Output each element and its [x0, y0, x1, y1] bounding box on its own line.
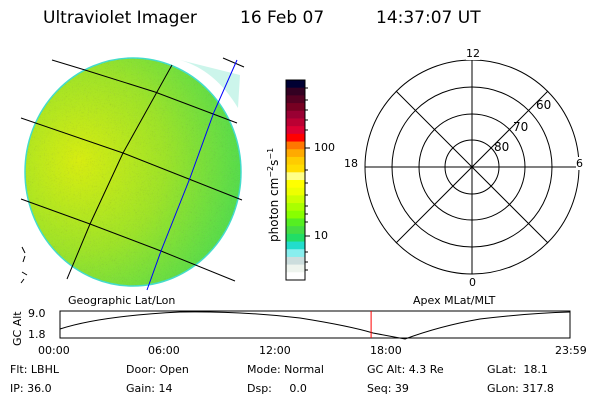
colorbar-band — [286, 126, 305, 135]
colorbar-frame — [285, 79, 306, 281]
status-gain: Gain: 14 — [126, 382, 173, 395]
colorbar-band — [286, 149, 305, 158]
colorbar-band — [286, 110, 305, 119]
colorbar-band — [286, 141, 305, 150]
geographic-grid — [20, 57, 245, 284]
colorbar-band — [286, 87, 305, 96]
colorbar-band — [286, 172, 305, 181]
colorbar-band — [286, 95, 305, 104]
timeline-ymin: 1.8 — [28, 328, 46, 341]
colorbar-band — [286, 180, 305, 189]
status-ip: IP: 36.0 — [10, 382, 52, 395]
colorbar-unit-exp1: −2 — [266, 165, 275, 178]
status-mode: Mode: Normal — [247, 363, 324, 376]
status-gc-alt: GC Alt: 4.3 Re — [367, 363, 444, 376]
colorbar-band — [286, 226, 305, 235]
colorbar-band — [286, 210, 305, 219]
polar-plot — [364, 59, 580, 275]
colorbar-band — [286, 118, 305, 127]
status-seq: Seq: 39 — [367, 382, 409, 395]
colorbar-band — [286, 203, 305, 212]
mlt-label-18: 18 — [344, 157, 358, 170]
xtick-0000: 00:00 — [38, 344, 70, 357]
terminator-line — [146, 59, 238, 291]
colorbar-unit-text: photon cm — [267, 177, 281, 242]
lat-label-60: 60 — [536, 98, 552, 112]
colorbar-unit-label: photon cm−2s−1 — [266, 148, 281, 242]
colorbar-band — [286, 249, 305, 258]
status-glat: GLat: 18.1 — [487, 363, 548, 376]
altitude-timeline — [59, 310, 571, 340]
colorbar-band — [286, 187, 305, 196]
xtick-2359: 23:59 — [555, 344, 587, 357]
date-label: 16 Feb 07 — [240, 8, 325, 28]
geographic-label: Geographic Lat/Lon — [68, 294, 176, 307]
xtick-1200: 12:00 — [259, 344, 291, 357]
timeline-ylabel: GC Alt — [11, 311, 24, 346]
colorbar-tick-10: 10 — [314, 229, 328, 242]
mlt-label-0: 0 — [469, 276, 476, 289]
colorbar-band — [286, 256, 305, 266]
xtick-0600: 06:00 — [148, 344, 180, 357]
colorbar-band — [286, 233, 305, 243]
instrument-title: Ultraviolet Imager — [43, 8, 197, 28]
colorbar-band — [286, 264, 305, 273]
time-label: 14:37:07 UT — [376, 8, 481, 28]
colorbar-band — [286, 218, 305, 227]
status-door: Door: Open — [126, 363, 189, 376]
colorbar-band — [286, 241, 305, 250]
colorbar-band — [286, 164, 305, 173]
apex-label: Apex MLat/MLT — [413, 294, 496, 307]
lat-label-70: 70 — [513, 120, 529, 134]
colorbar-band — [286, 195, 305, 204]
status-glon: GLon: 317.8 — [487, 382, 554, 395]
globe-image — [20, 57, 245, 291]
timeline-ymax: 9.0 — [28, 307, 46, 320]
mlt-label-12: 12 — [466, 47, 480, 60]
colorbar — [285, 79, 310, 281]
colorbar-band — [286, 80, 305, 89]
colorbar-band — [286, 103, 305, 112]
colorbar-unit-exp2: −1 — [266, 147, 275, 160]
xtick-1800: 18:00 — [370, 344, 402, 357]
colorbar-unit-s: s — [267, 159, 281, 166]
mlt-label-6: 6 — [576, 157, 583, 170]
lat-label-80: 80 — [494, 140, 510, 154]
status-filter: Flt: LBHL — [10, 363, 59, 376]
colorbar-band — [286, 272, 305, 281]
status-dsp: Dsp: 0.0 — [247, 382, 307, 395]
colorbar-tick-100: 100 — [314, 141, 335, 154]
colorbar-band — [286, 156, 305, 166]
colorbar-band — [286, 133, 305, 143]
